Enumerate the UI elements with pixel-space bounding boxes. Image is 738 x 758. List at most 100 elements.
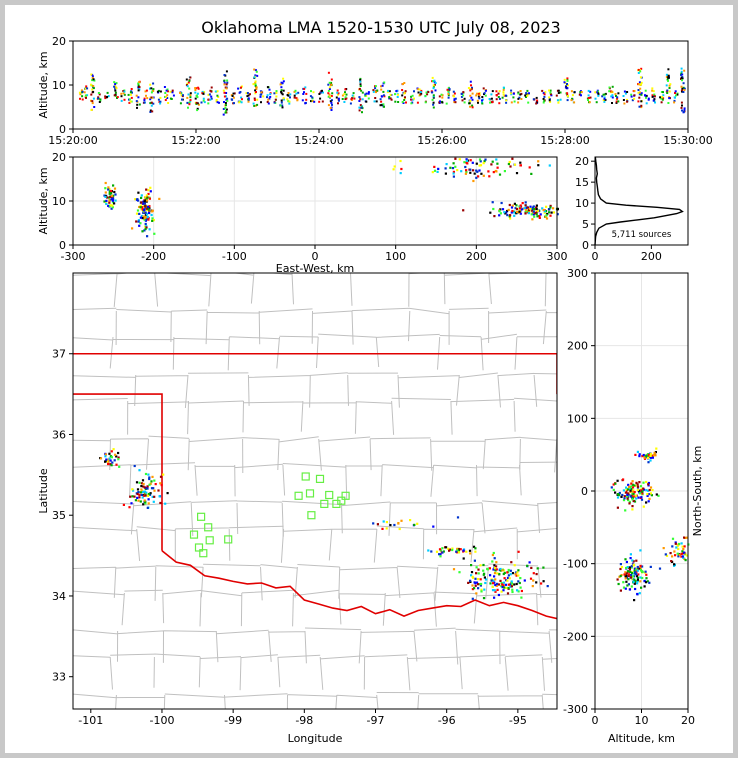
ew-source-2-77 [508,215,511,218]
ew-source-1-86 [141,206,144,209]
plan-source-2-56 [493,596,496,599]
plan-source-3-16 [469,552,472,555]
ew-source-1-42 [145,200,148,203]
time-height-source-24-23 [254,85,257,87]
time-height-source-81-1 [674,92,676,94]
time-height-source-38-17 [359,98,362,101]
ew-source-1-102 [145,194,148,197]
ns-source-0-84 [628,502,631,505]
ns-source-0-61 [629,495,632,498]
time-height-source-64-2 [549,100,552,103]
ew-source-2-129 [542,208,545,212]
time-height-source-55-3 [483,92,486,95]
plan-source-2-34 [513,583,516,586]
ew-source-1-62 [145,225,148,228]
plan-source-2-21 [507,586,510,590]
plan-source-2-4 [500,585,503,588]
plan-source-4-7 [376,523,379,526]
plan-source-1-73 [146,494,149,497]
ns-source-2-10 [636,450,639,453]
time-height-source-70-6 [594,91,597,94]
ew-source-2-43 [552,211,555,214]
time-height-source-29-7 [287,92,290,94]
ns-source-1-31 [619,567,622,571]
time-height-source-73-2 [614,93,617,96]
plan-source-1-77 [146,487,149,490]
time-height-source-53-0 [471,104,474,107]
ew-source-3-55 [487,170,490,173]
time-height-source-61-5 [527,101,530,104]
time-height-source-6-1 [123,93,126,96]
plan-source-1-57 [148,483,151,486]
plan-source-1-87 [140,488,143,491]
ns-source-0-0 [640,498,644,501]
time-height-source-50-0 [447,96,450,99]
time-height-source-67-2 [571,97,574,100]
plan-source-2-39 [517,590,520,593]
time-height-source-58-8 [502,93,505,96]
ns-source-2-32 [652,454,655,457]
ew-source-1-79 [151,219,154,222]
ns-source-0-91 [628,485,631,488]
plan-source-1-76 [142,503,145,506]
ew-source-3-58 [509,165,512,168]
ew-ytick-label: 20 [52,151,66,164]
time-height-source-72-9 [611,94,614,97]
plan-source-1-37 [153,479,156,482]
time-height-source-10-13 [149,102,152,105]
ew-source-3-77 [475,169,478,172]
ew-source-1-66 [148,207,151,210]
ew-source-3-80 [475,176,478,179]
ew-source-2-132 [510,206,514,209]
time-height-source-20-12 [222,113,225,116]
time-height-source-63-1 [544,91,547,94]
ew-source-1-68 [146,235,149,238]
time-height-source-23-0 [245,92,248,95]
plan-source-1-15 [147,498,150,501]
time-height-source-12-3 [167,90,169,93]
ew-source-0-29 [114,193,117,196]
time-height-source-2-8 [90,73,93,76]
ew-source-2-5 [535,204,538,207]
ew-source-3-8 [519,161,522,164]
ew-source-2-102 [548,211,551,214]
time-height-source-57-3 [495,98,498,101]
time-height-source-29-4 [289,96,291,99]
time-height-source-39-3 [367,97,370,100]
time-height-source-14-3 [180,94,183,97]
time-height-source-10-14 [150,91,153,94]
time-height-source-82-6 [680,70,683,73]
time-height-source-48-13 [432,87,435,90]
time-height-source-2-23 [92,85,95,87]
time-height-source-53-1 [471,98,474,101]
ew-source-1-17 [148,205,151,208]
plan-source-2-119 [529,577,533,580]
ns-source-0-102 [633,484,636,487]
plan-source-4-5 [400,519,403,522]
time-height-source-76-29 [639,76,642,79]
ns-source-0-51 [632,493,635,496]
time-height-source-50-8 [446,88,449,91]
time-height-source-44-3 [401,94,404,97]
ew-source-3-52 [508,160,511,164]
ns-source-1-20 [645,577,648,580]
ew-source-2-116 [532,208,536,211]
ew-source-3-67 [491,160,494,163]
time-height-source-80-11 [666,78,669,81]
ew-source-2-67 [519,205,522,208]
time-height-source-38-1 [360,89,363,92]
plan-source-3-18 [451,548,454,552]
ns-source-1-69 [631,559,634,562]
ew-source-1-72 [152,219,155,222]
ew-source-3-32 [464,165,467,169]
ew-source-3-36 [454,157,457,160]
ew-source-3-69 [458,158,461,161]
th-xtick-label: 15:20:00 [48,134,97,147]
plan-source-1-80 [136,488,140,491]
time-height-source-78-4 [654,101,656,104]
time-height-source-80-13 [666,92,669,94]
plan-source-2-17 [497,593,500,597]
ew-source-2-113 [526,206,529,209]
time-height-source-15-9 [188,87,191,90]
time-height-source-27-3 [273,92,276,95]
